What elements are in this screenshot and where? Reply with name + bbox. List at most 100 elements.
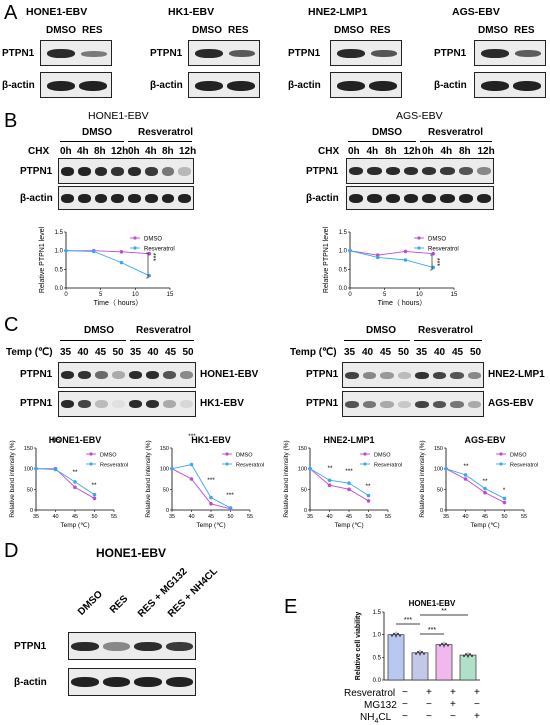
legend-label: Resveratrol — [100, 463, 128, 469]
chart-e-viability: HONE1-EBV 0.0 0.5 1.0 1.5 Relative cell viabi… — [355, 600, 480, 684]
significance-bracket — [146, 252, 149, 279]
lane-label: 50 — [470, 347, 482, 358]
significance-label: *** — [226, 492, 234, 499]
significance-label: *** — [433, 258, 440, 266]
lane-label: 40 — [434, 347, 446, 358]
band — [163, 400, 176, 408]
blot-ptpn1 — [474, 40, 546, 66]
lane-label: RES — [514, 25, 535, 36]
loading-label: β-actin — [14, 677, 47, 688]
group-underline — [130, 340, 194, 342]
band — [403, 167, 418, 175]
data-point — [463, 654, 465, 657]
band — [94, 193, 108, 203]
band — [146, 371, 159, 379]
chart-b-left: 0.0 0.5 1.0 1.5 0 5 10 15 Time（ hours） Relative P… — [39, 226, 175, 307]
series-line — [445, 468, 505, 503]
blot-actin — [68, 668, 196, 696]
legend-label: DMSO — [510, 453, 527, 459]
y-tick-label: 100 — [298, 467, 307, 473]
protein-label: PTPN1 — [20, 166, 53, 177]
data-point — [366, 493, 371, 498]
blot-title: HNE2-LMP1 — [308, 6, 368, 18]
data-point — [444, 466, 448, 471]
chart-title: HK1-EBV — [191, 435, 231, 445]
x-tick-label: 35 — [443, 514, 449, 520]
x-tick-label: 50 — [227, 514, 233, 520]
group-label: Resveratrol — [138, 127, 194, 138]
band — [345, 400, 359, 408]
data-point — [447, 644, 449, 647]
blot-actin — [40, 72, 112, 98]
y-tick-label: 150 — [160, 446, 169, 452]
data-point — [189, 462, 194, 467]
y-tick-label: 100 — [434, 467, 443, 473]
x-tick-label: 55 — [385, 514, 391, 520]
data-point — [348, 248, 352, 253]
blot-title: HK1-EBV — [168, 6, 215, 18]
group-label: DMSO — [84, 325, 114, 336]
lane-label: 40 — [147, 347, 159, 358]
band — [128, 193, 141, 203]
treatment-sign: + — [474, 711, 480, 722]
band — [61, 166, 74, 176]
lane-label: 45 — [380, 347, 392, 358]
significance-label: *** — [207, 477, 215, 484]
data-point — [119, 249, 124, 254]
data-point — [502, 496, 507, 501]
treatment-sign: − — [474, 699, 480, 710]
series-line — [309, 468, 369, 502]
lane-label: 35 — [416, 347, 428, 358]
protein-label: PTPN1 — [306, 166, 339, 177]
band — [380, 371, 394, 379]
band — [47, 49, 75, 58]
panel-label-b: B — [4, 110, 18, 132]
band — [77, 166, 91, 176]
group-underline — [348, 141, 416, 143]
band — [362, 371, 376, 379]
group-underline — [420, 141, 492, 143]
data-point — [399, 634, 401, 637]
x-tick-label: 10 — [416, 292, 423, 298]
data-point — [445, 642, 447, 645]
protein-label: PTPN1 — [2, 48, 35, 59]
legend-marker — [89, 452, 93, 456]
x-tick-label: 15 — [167, 292, 174, 298]
lane-label: 12h — [477, 146, 495, 157]
band — [144, 166, 158, 176]
x-tick-label: 55 — [247, 514, 253, 520]
band — [71, 677, 99, 687]
band — [79, 81, 107, 91]
band — [349, 193, 364, 203]
blot-title: HONE1-EBV — [26, 6, 88, 18]
cell-line-label: HONE1-EBV — [200, 369, 259, 380]
data-point — [308, 466, 312, 471]
band — [178, 166, 191, 176]
band — [128, 166, 141, 176]
data-point — [431, 251, 435, 256]
band — [134, 677, 162, 687]
lane-label: 8h — [162, 146, 174, 157]
group-underline — [128, 141, 192, 143]
legend-marker — [89, 462, 93, 466]
series-line — [171, 464, 231, 509]
y-tick-label: 1.5 — [55, 230, 64, 236]
band — [458, 193, 473, 203]
band — [385, 167, 400, 175]
group-label: DMSO — [372, 127, 402, 138]
data-point — [483, 486, 487, 491]
lane-label: 35 — [344, 347, 356, 358]
band — [161, 166, 175, 176]
band — [112, 400, 125, 408]
significance-label: *** — [149, 253, 156, 261]
lane-label: 35 — [60, 347, 72, 358]
data-point — [391, 634, 393, 637]
group-underline — [60, 340, 126, 342]
band — [476, 167, 491, 175]
data-point — [347, 481, 351, 485]
x-tick-label: 35 — [33, 514, 39, 520]
data-point — [397, 632, 399, 635]
data-point — [421, 650, 423, 653]
x-tick-label: 40 — [52, 514, 58, 520]
treatment-sign: − — [426, 699, 432, 710]
